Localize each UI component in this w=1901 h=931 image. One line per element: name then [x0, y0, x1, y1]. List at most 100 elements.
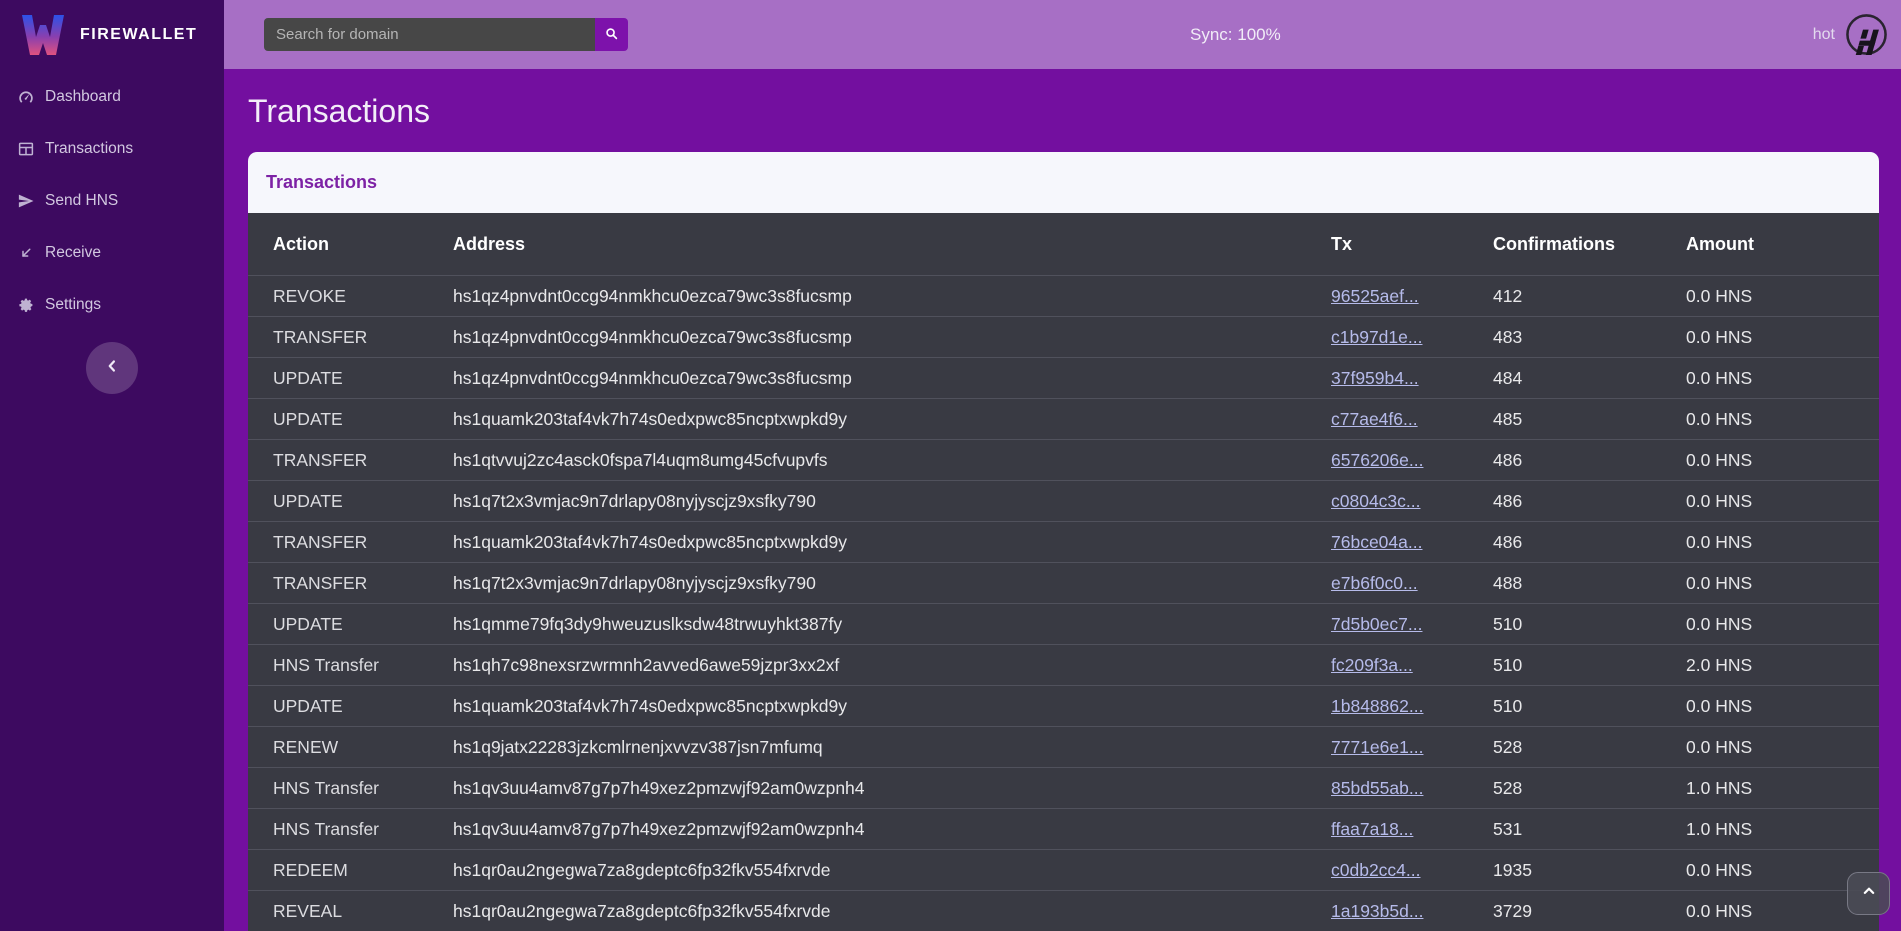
tx-link[interactable]: 6576206e...	[1331, 449, 1424, 470]
table-row: UPDATE hs1qmme79fq3dy9hweuzuslksdw48trwu…	[248, 603, 1879, 644]
action-cell: TRANSFER	[273, 326, 368, 347]
confirmations-cell: 486	[1493, 531, 1523, 552]
sidebar-item-settings[interactable]: Settings	[0, 279, 224, 331]
confirmations-cell: 486	[1493, 490, 1523, 511]
tx-link[interactable]: c0db2cc4...	[1331, 859, 1421, 880]
action-cell: UPDATE	[273, 490, 343, 511]
address-cell: hs1qv3uu4amv87g7p7h49xez2pmzwjf92am0wzpn…	[453, 777, 865, 798]
tx-link[interactable]: ffaa7a18...	[1331, 818, 1414, 839]
amount-cell: 0.0 HNS	[1686, 613, 1753, 634]
confirmations-cell: 531	[1493, 818, 1523, 839]
confirmations-cell: 528	[1493, 736, 1523, 757]
table-row: UPDATE hs1quamk203taf4vk7h74s0edxpwc85nc…	[248, 685, 1879, 726]
action-cell: TRANSFER	[273, 572, 368, 593]
wallet-selector[interactable]: hot	[1813, 0, 1888, 69]
action-cell: UPDATE	[273, 367, 343, 388]
table-row: RENEW hs1q9jatx22283jzkcmlrnenjxvvzv387j…	[248, 726, 1879, 767]
amount-cell: 0.0 HNS	[1686, 367, 1753, 388]
confirmations-cell: 483	[1493, 326, 1523, 347]
wallet-name: hot	[1812, 25, 1835, 43]
tx-link[interactable]: 96525aef...	[1331, 285, 1419, 306]
tx-link[interactable]: 85bd55ab...	[1331, 777, 1424, 798]
confirmations-cell: 3729	[1493, 900, 1532, 921]
send-icon	[16, 192, 35, 211]
firewallet-w-icon	[22, 14, 64, 55]
tx-link[interactable]: c1b97d1e...	[1331, 326, 1423, 347]
amount-cell: 0.0 HNS	[1686, 859, 1753, 880]
card-header: Transactions	[248, 152, 1879, 213]
search-input[interactable]	[264, 18, 595, 51]
amount-cell: 0.0 HNS	[1686, 326, 1753, 347]
tx-link[interactable]: 1a193b5d...	[1331, 900, 1424, 921]
dashboard-icon	[16, 88, 35, 107]
table-row: UPDATE hs1qz4pnvdnt0ccg94nmkhcu0ezca79wc…	[248, 357, 1879, 398]
tx-link[interactable]: fc209f3a...	[1331, 654, 1413, 675]
address-cell: hs1quamk203taf4vk7h74s0edxpwc85ncptxwpkd…	[453, 531, 848, 552]
action-cell: RENEW	[273, 736, 339, 757]
address-cell: hs1q7t2x3vmjac9n7drlapy08nyjyscjz9xsfky7…	[453, 572, 816, 593]
amount-cell: 0.0 HNS	[1686, 900, 1753, 921]
column-header-action: Action	[273, 233, 329, 254]
address-cell: hs1qh7c98nexsrzwrmnh2avved6awe59jzpr3xx2…	[453, 654, 840, 675]
action-cell: HNS Transfer	[273, 818, 379, 839]
action-cell: REDEEM	[273, 859, 348, 880]
amount-cell: 2.0 HNS	[1686, 654, 1753, 675]
tx-link[interactable]: e7b6f0c0...	[1331, 572, 1418, 593]
tx-link[interactable]: 76bce04a...	[1331, 531, 1423, 552]
address-cell: hs1qz4pnvdnt0ccg94nmkhcu0ezca79wc3s8fucs…	[453, 326, 852, 347]
tx-link[interactable]: 1b848862...	[1331, 695, 1424, 716]
action-cell: TRANSFER	[273, 449, 368, 470]
address-cell: hs1qtvvuj2zc4asck0fspa7l4uqm8umg45cfvupv…	[453, 449, 828, 470]
confirmations-cell: 510	[1493, 695, 1523, 716]
handshake-logo-icon	[1846, 14, 1887, 56]
amount-cell: 0.0 HNS	[1686, 285, 1753, 306]
main-content: Transactions Transactions Action Address T…	[224, 69, 1901, 931]
table-row: HNS Transfer hs1qv3uu4amv87g7p7h49xez2pm…	[248, 767, 1879, 808]
amount-cell: 0.0 HNS	[1686, 408, 1753, 429]
transactions-table-icon	[16, 140, 35, 159]
amount-cell: 0.0 HNS	[1686, 695, 1753, 716]
action-cell: UPDATE	[273, 695, 343, 716]
tx-link[interactable]: c77ae4f6...	[1331, 408, 1418, 429]
address-cell: hs1qz4pnvdnt0ccg94nmkhcu0ezca79wc3s8fucs…	[453, 367, 852, 388]
confirmations-cell: 510	[1493, 654, 1523, 675]
table-row: TRANSFER hs1qz4pnvdnt0ccg94nmkhcu0ezca79…	[248, 316, 1879, 357]
brand-name: FIREWALLET	[80, 25, 198, 43]
amount-cell: 0.0 HNS	[1686, 490, 1753, 511]
action-cell: UPDATE	[273, 613, 343, 634]
tx-link[interactable]: 7771e6e1...	[1331, 736, 1424, 757]
brand[interactable]: FIREWALLET	[0, 0, 224, 69]
table-row: TRANSFER hs1q7t2x3vmjac9n7drlapy08nyjysc…	[248, 562, 1879, 603]
card-title: Transactions	[266, 172, 378, 192]
sidebar-collapse-button[interactable]	[86, 342, 138, 394]
page-title: Transactions	[248, 93, 430, 129]
tx-link[interactable]: 37f959b4...	[1331, 367, 1419, 388]
column-header-tx: Tx	[1331, 233, 1353, 254]
amount-cell: 1.0 HNS	[1686, 818, 1753, 839]
address-cell: hs1q7t2x3vmjac9n7drlapy08nyjyscjz9xsfky7…	[453, 490, 816, 511]
confirmations-cell: 510	[1493, 613, 1523, 634]
sidebar-item-receive[interactable]: Receive	[0, 227, 224, 279]
address-cell: hs1q9jatx22283jzkcmlrnenjxvvzv387jsn7mfu…	[453, 736, 823, 757]
confirmations-cell: 485	[1493, 408, 1523, 429]
tx-link[interactable]: 7d5b0ec7...	[1331, 613, 1423, 634]
address-cell: hs1qz4pnvdnt0ccg94nmkhcu0ezca79wc3s8fucs…	[453, 285, 852, 306]
confirmations-cell: 528	[1493, 777, 1523, 798]
sidebar-nav: Dashboard Transactions Send HNS Receive …	[0, 69, 224, 331]
action-cell: HNS Transfer	[273, 777, 379, 798]
address-cell: hs1quamk203taf4vk7h74s0edxpwc85ncptxwpkd…	[453, 695, 848, 716]
scroll-to-top-button[interactable]	[1847, 872, 1890, 915]
table-row: UPDATE hs1q7t2x3vmjac9n7drlapy08nyjyscjz…	[248, 480, 1879, 521]
action-cell: UPDATE	[273, 408, 343, 429]
sidebar-item-dashboard[interactable]: Dashboard	[0, 71, 224, 123]
search-button[interactable]	[595, 18, 628, 51]
table-row: HNS Transfer hs1qv3uu4amv87g7p7h49xez2pm…	[248, 808, 1879, 849]
tx-link[interactable]: c0804c3c...	[1331, 490, 1421, 511]
sidebar-item-send-hns[interactable]: Send HNS	[0, 175, 224, 227]
table-row: REDEEM hs1qr0au2ngegwa7za8gdeptc6fp32fkv…	[248, 849, 1879, 890]
amount-cell: 0.0 HNS	[1686, 736, 1753, 757]
amount-cell: 1.0 HNS	[1686, 777, 1753, 798]
action-cell: HNS Transfer	[273, 654, 379, 675]
sidebar-item-transactions[interactable]: Transactions	[0, 123, 224, 175]
confirmations-cell: 488	[1493, 572, 1523, 593]
